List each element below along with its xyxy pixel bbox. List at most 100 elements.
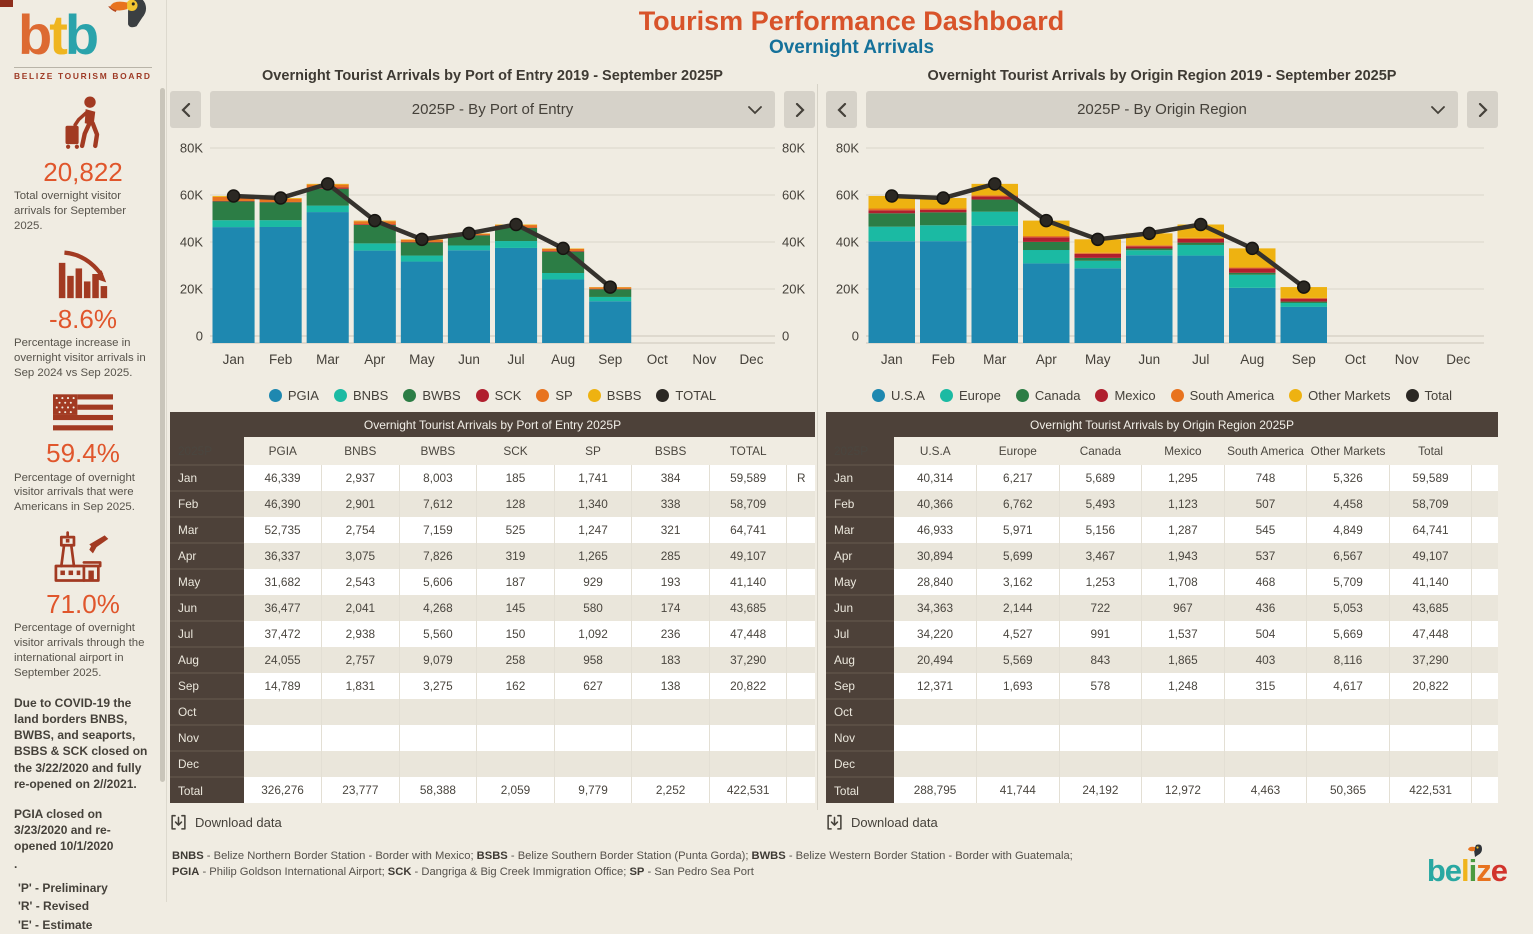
bar-segment-mexico[interactable] [1126, 246, 1173, 248]
legend-item-sp[interactable]: SP [536, 388, 572, 403]
bar-segment-europe[interactable] [972, 212, 1019, 226]
bar-segment-mexico[interactable] [1023, 237, 1070, 242]
total-marker[interactable] [557, 242, 569, 254]
bar-segment-pgia[interactable] [542, 279, 584, 343]
total-marker[interactable] [1298, 281, 1310, 293]
legend-item-bnbs[interactable]: BNBS [334, 388, 388, 403]
total-marker[interactable] [604, 281, 616, 293]
bar-segment-south-america[interactable] [869, 208, 916, 210]
bar-segment-south-america[interactable] [920, 209, 967, 210]
prev-period-button[interactable] [826, 91, 857, 128]
bar-segment-canada[interactable] [869, 213, 916, 226]
total-marker[interactable] [322, 178, 334, 190]
total-marker[interactable] [989, 178, 1001, 190]
total-marker[interactable] [416, 233, 428, 245]
period-dropdown[interactable]: 2025P - By Origin Region [866, 91, 1458, 128]
bar-segment-south-america[interactable] [1178, 238, 1225, 239]
bar-segment-europe[interactable] [1178, 245, 1225, 256]
bar-segment-mexico[interactable] [1178, 239, 1225, 243]
bar-segment-pgia[interactable] [354, 251, 396, 343]
bar-segment-canada[interactable] [1281, 302, 1328, 303]
total-marker[interactable] [275, 192, 287, 204]
bar-segment-canada[interactable] [920, 212, 967, 225]
bar-segment-u-s-a[interactable] [1178, 256, 1225, 343]
bar-segment-pgia[interactable] [448, 250, 490, 343]
total-marker[interactable] [1040, 215, 1052, 227]
bar-segment-bnbs[interactable] [307, 206, 349, 212]
bar-segment-u-s-a[interactable] [920, 241, 967, 343]
legend-item-total[interactable]: TOTAL [656, 388, 716, 403]
bar-segment-europe[interactable] [1023, 250, 1070, 263]
bar-segment-pgia[interactable] [589, 301, 631, 343]
bar-segment-mexico[interactable] [1229, 268, 1276, 272]
bar-segment-mexico[interactable] [1281, 299, 1328, 302]
bar-segment-south-america[interactable] [1229, 267, 1276, 268]
bar-segment-europe[interactable] [869, 227, 916, 242]
bar-segment-u-s-a[interactable] [1229, 288, 1276, 343]
bar-segment-canada[interactable] [1229, 273, 1276, 275]
bar-segment-u-s-a[interactable] [972, 226, 1019, 343]
bar-segment-mexico[interactable] [1075, 254, 1122, 258]
bar-segment-bnbs[interactable] [448, 245, 490, 250]
bar-segment-europe[interactable] [1229, 275, 1276, 288]
legend-item-sck[interactable]: SCK [476, 388, 522, 403]
legend-item-bsbs[interactable]: BSBS [588, 388, 642, 403]
legend-item-u-s-a[interactable]: U.S.A [872, 388, 925, 403]
bar-segment-u-s-a[interactable] [1023, 263, 1070, 343]
bar-segment-south-america[interactable] [1126, 245, 1173, 246]
total-marker[interactable] [1143, 227, 1155, 239]
legend-item-south-america[interactable]: South America [1171, 388, 1275, 403]
total-marker[interactable] [510, 218, 522, 230]
total-marker[interactable] [937, 192, 949, 204]
total-marker[interactable] [1092, 233, 1104, 245]
download-data-button[interactable]: Download data [170, 814, 815, 831]
total-marker[interactable] [228, 190, 240, 202]
bar-segment-bnbs[interactable] [401, 256, 443, 262]
bar-segment-u-s-a[interactable] [1075, 268, 1122, 343]
bar-segment-canada[interactable] [1075, 258, 1122, 261]
total-marker[interactable] [369, 215, 381, 227]
legend-item-pgia[interactable]: PGIA [269, 388, 319, 403]
bar-segment-bwbs[interactable] [260, 202, 302, 220]
bar-segment-bnbs[interactable] [354, 243, 396, 250]
bar-segment-europe[interactable] [1075, 261, 1122, 268]
bar-segment-u-s-a[interactable] [1126, 255, 1173, 343]
prev-period-button[interactable] [170, 91, 201, 128]
bar-segment-bnbs[interactable] [213, 220, 255, 227]
next-period-button[interactable] [1467, 91, 1498, 128]
bar-segment-canada[interactable] [972, 200, 1019, 212]
bar-segment-pgia[interactable] [213, 227, 255, 343]
bar-segment-south-america[interactable] [1281, 298, 1328, 299]
bar-segment-mexico[interactable] [920, 210, 967, 213]
total-marker[interactable] [886, 190, 898, 202]
total-marker[interactable] [1246, 242, 1258, 254]
bar-segment-pgia[interactable] [260, 227, 302, 343]
bar-segment-europe[interactable] [920, 225, 967, 241]
legend-item-europe[interactable]: Europe [940, 388, 1001, 403]
bar-segment-canada[interactable] [1126, 249, 1173, 251]
sidebar-scrollbar[interactable] [160, 88, 165, 782]
bar-segment-pgia[interactable] [495, 248, 537, 343]
bar-segment-bnbs[interactable] [495, 241, 537, 248]
bar-segment-mexico[interactable] [869, 210, 916, 213]
bar-segment-south-america[interactable] [1023, 236, 1070, 237]
total-marker[interactable] [463, 227, 475, 239]
next-period-button[interactable] [784, 91, 815, 128]
bar-segment-u-s-a[interactable] [869, 241, 916, 343]
bar-segment-bnbs[interactable] [260, 220, 302, 227]
legend-item-bwbs[interactable]: BWBS [403, 388, 460, 403]
download-data-button[interactable]: Download data [826, 814, 1498, 831]
total-marker[interactable] [1195, 218, 1207, 230]
bar-segment-bnbs[interactable] [589, 297, 631, 301]
bar-segment-canada[interactable] [1023, 242, 1070, 250]
bar-segment-south-america[interactable] [1075, 253, 1122, 254]
bar-segment-europe[interactable] [1126, 250, 1173, 255]
bar-segment-europe[interactable] [1281, 303, 1328, 307]
legend-item-canada[interactable]: Canada [1016, 388, 1081, 403]
legend-item-other-markets[interactable]: Other Markets [1289, 388, 1390, 403]
bar-segment-bwbs[interactable] [213, 201, 255, 220]
bar-segment-pgia[interactable] [401, 262, 443, 343]
period-dropdown[interactable]: 2025P - By Port of Entry [210, 91, 775, 128]
bar-segment-u-s-a[interactable] [1281, 307, 1328, 343]
bar-segment-canada[interactable] [1178, 243, 1225, 245]
